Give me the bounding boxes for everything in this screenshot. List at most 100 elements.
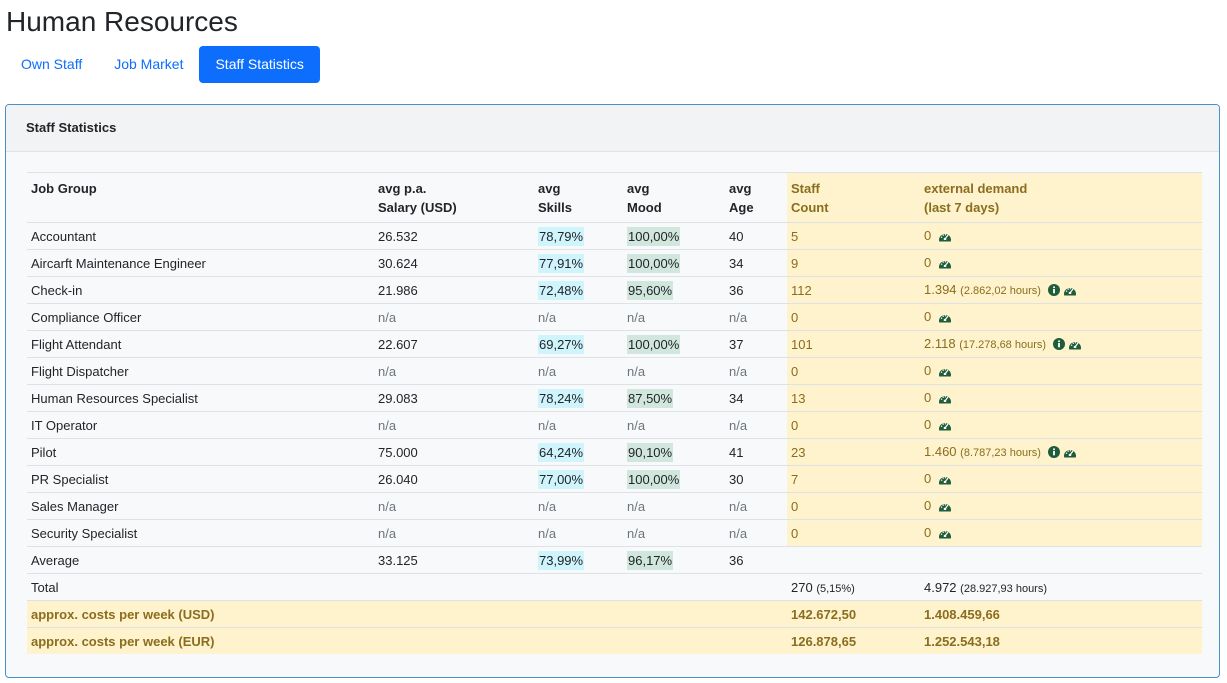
tachometer-icon[interactable]	[938, 419, 952, 434]
demand-value: 0	[924, 497, 932, 513]
table-row: Flight Dispatcher n/a n/a n/a n/a 0 0	[27, 357, 1202, 385]
table-row: Aircarft Maintenance Engineer 30.624 77,91…	[27, 249, 1202, 277]
tachometer-icon[interactable]	[938, 392, 952, 407]
skills-cell: 78,79%	[538, 226, 585, 246]
info-circle-icon[interactable]	[1047, 283, 1060, 299]
external-demand-cell: 0	[920, 222, 1202, 250]
mood-cell: n/a	[627, 417, 646, 433]
table-row: Flight Attendant 22.607 69,27% 100,00% 37 101…	[27, 330, 1202, 358]
average-salary: 33.125	[374, 546, 534, 574]
age-cell: n/a	[725, 357, 787, 385]
skills-cell: 64,24%	[538, 442, 585, 462]
salary-cell: 21.986	[374, 276, 534, 304]
page-title: Human Resources	[6, 6, 238, 37]
salary-cell: n/a	[374, 492, 534, 520]
costs-usd-row: approx. costs per week (USD) 142.672,50 …	[27, 600, 1202, 628]
job-group-cell: Flight Attendant	[27, 330, 374, 358]
average-label: Average	[27, 546, 374, 574]
col-mood: avg Mood	[623, 172, 725, 223]
mood-cell: 100,00%	[627, 469, 681, 489]
tachometer-icon[interactable]	[938, 311, 952, 326]
table-row: Sales Manager n/a n/a n/a n/a 0 0	[27, 492, 1202, 520]
salary-cell: n/a	[374, 357, 534, 385]
demand-value: 0	[924, 227, 932, 243]
external-demand-cell: 1.460 (8.787,23 hours)	[920, 438, 1202, 466]
mood-cell: 95,60%	[627, 280, 674, 300]
job-group-cell: Aircarft Maintenance Engineer	[27, 249, 374, 277]
salary-cell: 30.624	[374, 249, 534, 277]
table-row: IT Operator n/a n/a n/a n/a 0 0	[27, 411, 1202, 439]
tab-job-market[interactable]: Job Market	[114, 56, 184, 72]
total-demand-hours: (28.927,93 hours)	[960, 582, 1048, 595]
costs-usd-staff: 142.672,50	[787, 600, 920, 628]
salary-cell: 75.000	[374, 438, 534, 466]
tachometer-icon[interactable]	[1068, 338, 1082, 353]
salary-cell: 26.040	[374, 465, 534, 493]
tachometer-icon[interactable]	[938, 473, 952, 488]
external-demand-cell: 0	[920, 384, 1202, 412]
skills-cell: n/a	[538, 498, 557, 514]
mood-cell: 100,00%	[627, 253, 681, 273]
salary-cell: 22.607	[374, 330, 534, 358]
mood-cell: n/a	[627, 363, 646, 379]
demand-value: 0	[924, 389, 932, 405]
staff-count-cell: 9	[787, 249, 920, 277]
demand-value: 0	[924, 416, 932, 432]
age-cell: 36	[725, 276, 787, 304]
table-row: Compliance Officer n/a n/a n/a n/a 0 0	[27, 303, 1202, 331]
demand-hours: (17.278,68 hours)	[959, 338, 1047, 351]
card-title: Staff Statistics	[6, 105, 1219, 152]
skills-cell: n/a	[538, 417, 557, 433]
age-cell: 30	[725, 465, 787, 493]
external-demand-cell: 0	[920, 249, 1202, 277]
col-staff-count: Staff Count	[787, 172, 920, 223]
tachometer-icon[interactable]	[938, 527, 952, 542]
salary-cell: 26.532	[374, 222, 534, 250]
col-salary: avg p.a. Salary (USD)	[374, 172, 534, 223]
average-age: 36	[725, 546, 787, 574]
table-row: Accountant 26.532 78,79% 100,00% 40 5 0	[27, 222, 1202, 250]
tachometer-icon[interactable]	[938, 500, 952, 515]
tachometer-icon[interactable]	[1063, 284, 1077, 299]
skills-cell: n/a	[538, 525, 557, 541]
external-demand-cell: 0	[920, 519, 1202, 547]
tachometer-icon[interactable]	[938, 230, 952, 245]
table-row: Pilot 75.000 64,24% 90,10% 41 23 1.460 (8.787,…	[27, 438, 1202, 466]
average-mood: 96,17%	[627, 550, 674, 570]
table-row: Check-in 21.986 72,48% 95,60% 36 112 1.394 (2.…	[27, 276, 1202, 304]
external-demand-cell: 2.118 (17.278,68 hours)	[920, 330, 1202, 358]
table-row: Security Specialist n/a n/a n/a n/a 0 0	[27, 519, 1202, 547]
external-demand-cell: 0	[920, 357, 1202, 385]
tab-own-staff[interactable]: Own Staff	[21, 56, 83, 72]
staff-count-cell: 23	[787, 438, 920, 466]
job-group-cell: Check-in	[27, 276, 374, 304]
age-cell: n/a	[725, 303, 787, 331]
job-group-cell: IT Operator	[27, 411, 374, 439]
age-cell: 34	[725, 249, 787, 277]
staff-count-cell: 0	[787, 303, 920, 331]
staff-statistics-table: Job Group avg p.a. Salary (USD) avg Skills…	[27, 172, 1202, 654]
costs-eur-demand: 1.252.543,18	[920, 627, 1202, 654]
mood-cell: n/a	[627, 309, 646, 325]
job-group-cell: Flight Dispatcher	[27, 357, 374, 385]
info-circle-icon[interactable]	[1047, 445, 1060, 461]
demand-value: 1.394	[924, 281, 957, 297]
costs-eur-label: approx. costs per week (EUR)	[27, 627, 787, 654]
tab-staff-statistics[interactable]: Staff Statistics	[199, 46, 320, 83]
table-row: Human Resources Specialist 29.083 78,24% 87…	[27, 384, 1202, 412]
total-demand: 4.972	[924, 579, 957, 595]
external-demand-cell: 1.394 (2.862,02 hours)	[920, 276, 1202, 304]
tachometer-icon[interactable]	[938, 257, 952, 272]
skills-cell: n/a	[538, 309, 557, 325]
salary-cell: n/a	[374, 519, 534, 547]
col-external-demand: external demand (last 7 days)	[920, 172, 1202, 223]
staff-count-cell: 0	[787, 357, 920, 385]
demand-value: 0	[924, 362, 932, 378]
age-cell: 34	[725, 384, 787, 412]
age-cell: 37	[725, 330, 787, 358]
tachometer-icon[interactable]	[938, 365, 952, 380]
mood-cell: 87,50%	[627, 388, 674, 408]
age-cell: 41	[725, 438, 787, 466]
tachometer-icon[interactable]	[1063, 446, 1077, 461]
info-circle-icon[interactable]	[1052, 337, 1065, 353]
